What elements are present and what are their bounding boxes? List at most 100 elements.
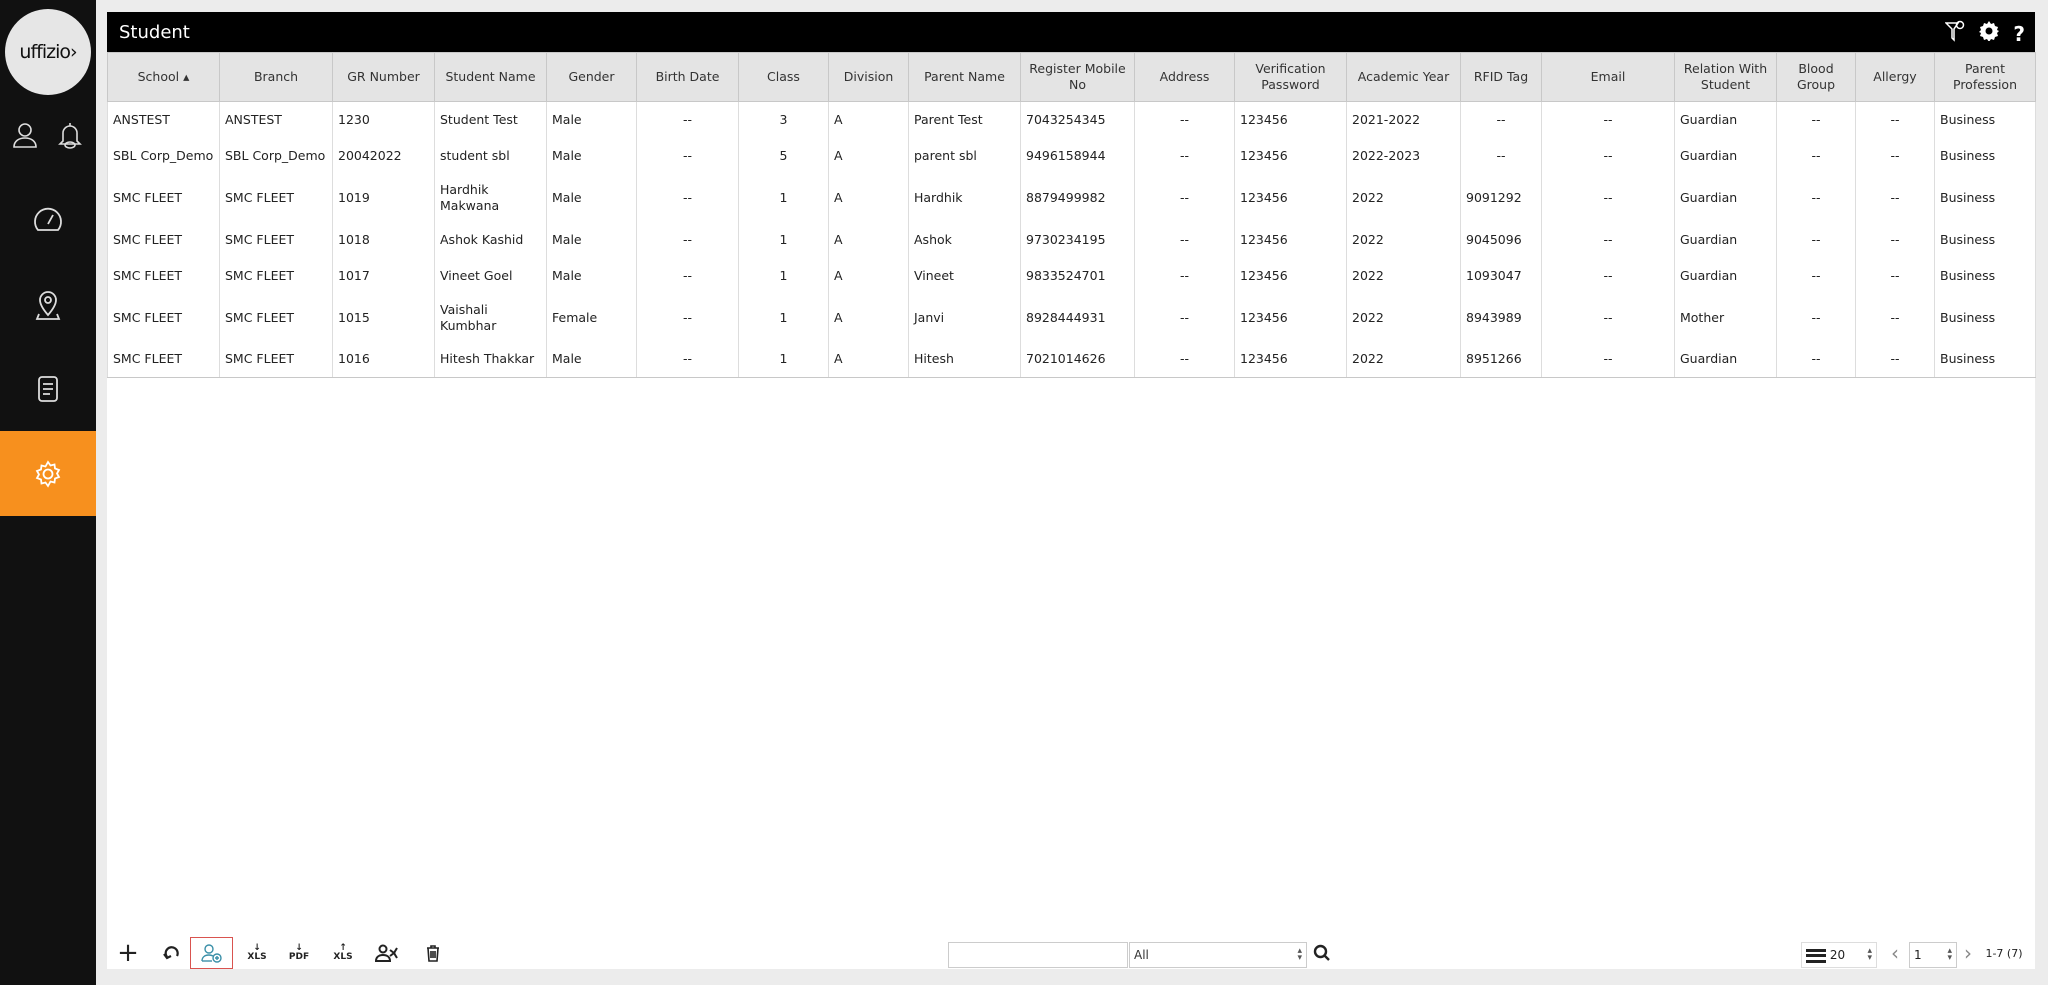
table-cell: -- [1541,101,1675,138]
table-row[interactable]: SMC FLEET SMC FLEET 1019 Hardhik Makwana Mal… [107,173,2036,222]
table-row[interactable]: SMC FLEET SMC FLEET 1016 Hitesh Thakkar Male… [107,341,2036,378]
bottom-toolbar: + ↓ XLS ↓ PDF ↑ XLS All ▴ ▾ 20 ▴ ▾ ‹ 1 ▴ ▾ › 1-7 … [107,937,2035,969]
refresh-icon [163,946,179,960]
refresh-button[interactable] [157,937,187,969]
column-header[interactable]: Branch [219,52,333,102]
filter-select[interactable]: All ▴ ▾ [1129,942,1307,968]
page-size-select[interactable]: 20 ▴ ▾ [1801,942,1877,968]
table-cell: 1 [738,293,829,342]
bell-icon[interactable] [55,120,85,150]
table-row[interactable]: SMC FLEET SMC FLEET 1018 Ashok Kashid Male --… [107,221,2036,258]
map-pin-icon[interactable] [32,288,64,322]
table-cell: SBL Corp_Demo [219,137,333,174]
table-cell: Business [1934,293,2036,342]
column-header[interactable]: Gender [546,52,637,102]
column-header[interactable]: Parent Name [908,52,1021,102]
table-cell: A [828,173,909,222]
user-icon[interactable] [10,120,40,150]
next-page-button[interactable]: › [1960,937,1976,969]
search-button[interactable] [1310,937,1334,969]
table-cell: -- [1134,293,1235,342]
table-cell: 1 [738,221,829,258]
chevron-right-icon: › [1964,940,1972,965]
select-arrows-icon: ▴ ▾ [1947,946,1952,963]
table-cell: Guardian [1674,341,1777,378]
table-cell: -- [1541,293,1675,342]
prev-page-button[interactable]: ‹ [1887,937,1903,969]
table-cell: -- [636,173,739,222]
delete-icon [427,944,439,962]
dashboard-gauge-icon[interactable] [30,203,66,235]
table-cell: Business [1934,137,2036,174]
add-user-button[interactable] [190,937,233,969]
download-pdf-button[interactable]: ↓ PDF [288,943,310,962]
page-title: Student [119,21,190,43]
table-row[interactable]: SBL Corp_Demo SBL Corp_Demo 20042022 studen… [107,137,2036,174]
table-cell: -- [1134,257,1235,294]
table-cell: 9730234195 [1020,221,1135,258]
table-cell: A [828,341,909,378]
table-cell: 1018 [332,221,435,258]
table-cell: -- [1541,341,1675,378]
column-header[interactable]: School ▴ [107,52,220,102]
table-cell: 1 [738,341,829,378]
search-icon [1313,944,1330,961]
report-document-icon[interactable] [32,372,64,406]
column-header[interactable]: Relation With Student [1674,52,1777,102]
add-user-icon [200,944,222,963]
table-cell: -- [1776,101,1856,138]
table-cell: A [828,101,909,138]
column-header[interactable]: Class [738,52,829,102]
column-header[interactable]: Academic Year [1346,52,1461,102]
upload-arrow-icon: ↑ [339,943,347,953]
column-header[interactable]: Parent Profession [1934,52,2036,102]
table-cell: 3 [738,101,829,138]
table-cell: -- [1134,101,1235,138]
logo[interactable]: uffizio › [5,9,91,95]
table-cell: 7043254345 [1020,101,1135,138]
column-header[interactable]: Verification Password [1234,52,1347,102]
column-header[interactable]: Division [828,52,909,102]
table-row[interactable]: SMC FLEET SMC FLEET 1017 Vineet Goel Male -- 1… [107,257,2036,294]
table-cell: 2022 [1346,257,1461,294]
column-header[interactable]: Register Mobile No [1020,52,1135,102]
column-header[interactable]: RFID Tag [1460,52,1542,102]
column-header[interactable]: Blood Group [1776,52,1856,102]
column-header[interactable]: Allergy [1855,52,1935,102]
table-cell: SMC FLEET [219,341,333,378]
settings-icon[interactable] [1979,21,2000,46]
page-select[interactable]: 1 ▴ ▾ [1909,942,1957,968]
assign-user-button[interactable] [372,937,402,969]
column-header[interactable]: Birth Date [636,52,739,102]
table-cell: 123456 [1234,257,1347,294]
assign-user-icon [375,944,398,962]
column-header[interactable]: Address [1134,52,1235,102]
sidebar-item-settings[interactable] [0,431,96,516]
column-header[interactable]: Email [1541,52,1675,102]
table-cell: -- [1460,137,1542,174]
table-cell: 2022 [1346,173,1461,222]
search-input[interactable] [948,942,1128,968]
table-cell: SMC FLEET [219,173,333,222]
table-cell: student sbl [434,137,547,174]
table-cell: -- [1541,173,1675,222]
table-cell: parent sbl [908,137,1021,174]
delete-button[interactable] [420,937,446,969]
table-cell: Male [546,173,637,222]
table-row[interactable]: SMC FLEET SMC FLEET 1015 Vaishali Kumbhar Fe… [107,293,2036,342]
table-cell: 8928444931 [1020,293,1135,342]
upload-xls-button[interactable]: ↑ XLS [333,943,353,962]
filter-icon[interactable] [1944,20,1965,47]
column-header[interactable]: GR Number [332,52,435,102]
column-header[interactable]: Student Name [434,52,547,102]
add-button[interactable]: + [113,937,143,969]
student-panel: Student ? School ▴ Branch GR Number Student… [107,12,2036,969]
help-icon[interactable]: ? [2013,21,2025,46]
table-cell: 9045096 [1460,221,1542,258]
table-cell: 123456 [1234,293,1347,342]
download-xls-button[interactable]: ↓ XLS [247,943,267,962]
table-cell: -- [636,293,739,342]
table-row[interactable]: ANSTEST ANSTEST 1230 Student Test Male -- 3 A Pa… [107,101,2036,138]
table-cell: Business [1934,341,2036,378]
table-cell: Male [546,341,637,378]
